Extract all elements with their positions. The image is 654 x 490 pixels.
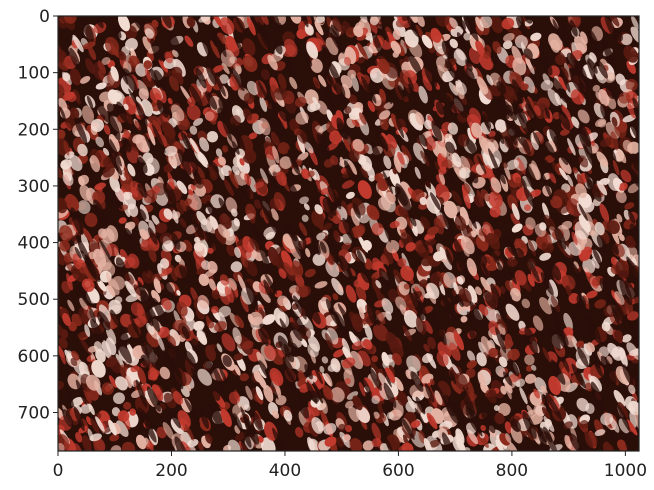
y-tick-label: 400: [18, 234, 50, 254]
y-tick-label: 600: [18, 347, 50, 367]
x-tick-label: 800: [496, 461, 528, 481]
x-tick-label: 1000: [604, 461, 647, 481]
x-tick-label: 0: [53, 461, 64, 481]
y-tick-label: 700: [18, 403, 50, 423]
y-tick-label: 100: [18, 64, 50, 84]
crowd-image: [58, 16, 639, 451]
y-tick-label: 0: [39, 7, 50, 27]
x-tick-label: 600: [382, 461, 414, 481]
x-tick-label: 200: [155, 461, 187, 481]
y-tick-label: 500: [18, 290, 50, 310]
x-tick-label: 400: [269, 461, 301, 481]
y-axis: 0 100 200 300 400 500 600 700: [18, 7, 58, 423]
y-tick-label: 300: [18, 177, 50, 197]
x-axis: 0 200 400 600 800 1000: [53, 451, 647, 481]
plot-frame: [57, 15, 640, 452]
y-tick-label: 200: [18, 120, 50, 140]
